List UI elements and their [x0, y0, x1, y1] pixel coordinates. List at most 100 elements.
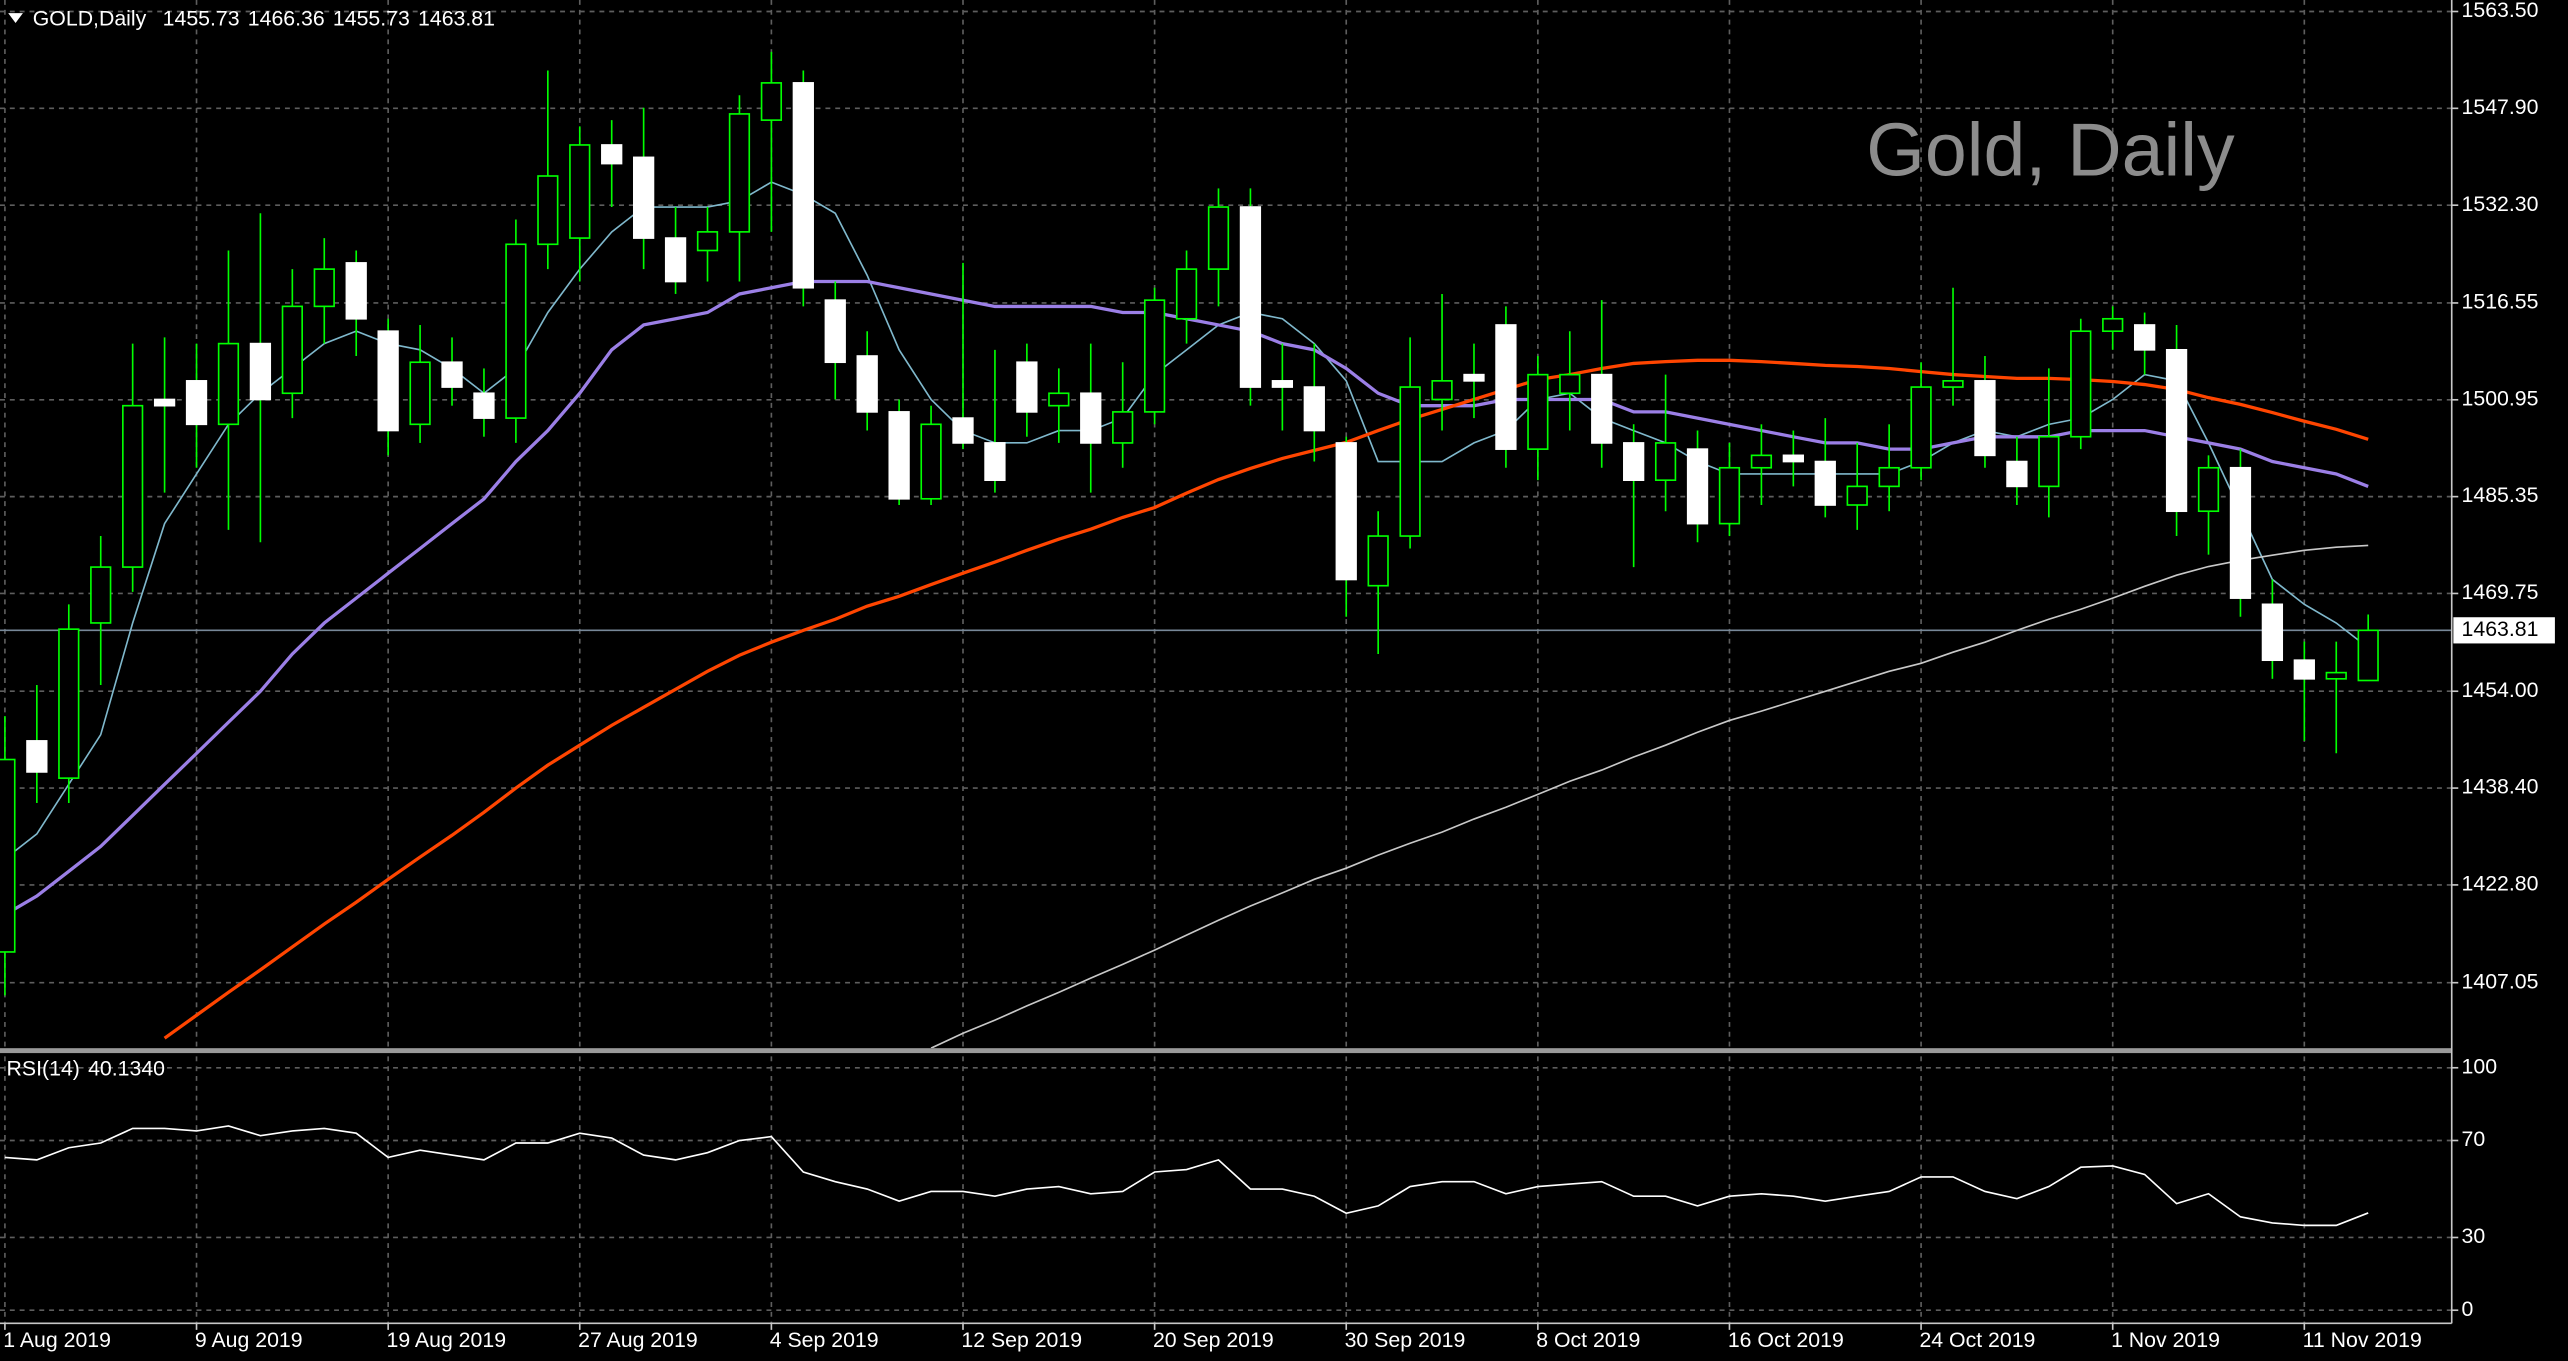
candle-body	[601, 144, 623, 165]
candle-body	[0, 758, 16, 953]
x-tick-label: 24 Oct 2019	[1919, 1328, 2035, 1352]
candle-body	[249, 342, 272, 401]
header-open: 1455.73	[163, 6, 240, 30]
candle-body	[1654, 442, 1677, 481]
candle-body	[1080, 392, 1102, 444]
y-tick-label: 1469.75	[2462, 580, 2539, 604]
pane-separator	[0, 1048, 2452, 1054]
symbol-menu[interactable]	[8, 13, 23, 23]
candle-body	[537, 175, 559, 246]
candle-body	[2038, 435, 2060, 488]
candle-body	[1846, 485, 1868, 506]
candle-body	[2325, 671, 2347, 680]
candle-body	[473, 392, 495, 419]
candle-body	[1239, 206, 1262, 388]
candle-body	[377, 330, 399, 432]
header-high: 1466.36	[248, 6, 325, 30]
candle-body	[409, 361, 431, 426]
y-tick-label: 1407.05	[2462, 969, 2539, 993]
candle-body	[122, 404, 144, 568]
rsi-pane	[4, 1125, 2369, 1227]
y-tick-label: 1532.30	[2462, 192, 2539, 216]
x-tick-label: 19 Aug 2019	[387, 1328, 507, 1352]
candle-body	[185, 380, 208, 426]
candle-body	[1750, 454, 1773, 469]
header-low: 1455.73	[333, 6, 410, 30]
candle-body	[632, 156, 655, 239]
candle-body	[1718, 466, 1741, 525]
candle-body	[58, 628, 80, 779]
x-tick-label: 20 Sep 2019	[1153, 1328, 1274, 1352]
candle-body	[90, 566, 112, 624]
x-tick-label: 8 Oct 2019	[1536, 1328, 1640, 1352]
candle-body	[2293, 659, 2315, 680]
candle-body	[952, 417, 974, 444]
candle-body	[569, 144, 591, 239]
x-tick-label: 4 Sep 2019	[770, 1328, 879, 1352]
symbol: GOLD,Daily	[33, 6, 147, 30]
candle-body	[984, 442, 1006, 481]
candle-body	[1974, 380, 1996, 457]
y-tick-label: 70	[2462, 1127, 2486, 1151]
candle-body	[1495, 324, 1517, 450]
candle-body	[696, 231, 719, 252]
candle-body	[1112, 411, 1134, 444]
y-tick-label: 1454.00	[2462, 678, 2539, 702]
rsi-line	[4, 1125, 2369, 1227]
candle-body	[441, 361, 463, 388]
candle-body	[505, 243, 527, 419]
y-tick-label: 1500.95	[2462, 386, 2539, 410]
header-close: 1463.81	[418, 6, 495, 30]
x-tick-label: 30 Sep 2019	[1345, 1328, 1466, 1352]
candle-body	[1431, 380, 1453, 401]
candle-body	[2357, 629, 2379, 682]
candle-body	[792, 82, 814, 289]
rsi-name: RSI(14)	[7, 1056, 80, 1080]
candle-body	[153, 398, 176, 407]
current-price-label: 1463.81	[2462, 617, 2539, 641]
candle-body	[760, 82, 783, 121]
candle-body	[1527, 373, 1549, 450]
candle-body	[1143, 299, 1166, 413]
price-pane	[0, 51, 2452, 1049]
candle-body	[281, 305, 303, 395]
candle-body	[2165, 348, 2188, 513]
candle-body	[2102, 317, 2124, 333]
candle-body	[1910, 386, 1932, 469]
chart-header: GOLD,Daily 1455.73 1466.36 1455.73 1463.81	[33, 6, 495, 30]
moving-average	[163, 358, 2369, 1040]
rsi-header: RSI(14) 40.1340	[7, 1056, 165, 1080]
candle-body	[1623, 442, 1645, 481]
watermark: Gold, Daily	[1866, 108, 2235, 192]
candle-body	[26, 740, 48, 773]
candle-body	[1016, 361, 1038, 413]
candle-body	[2261, 603, 2284, 662]
y-tick-label: 1485.35	[2462, 483, 2539, 507]
y-tick-label: 1422.80	[2462, 872, 2539, 896]
candle-body	[2133, 324, 2156, 351]
current-price-box	[2453, 617, 2555, 644]
x-tick-label: 12 Sep 2019	[961, 1328, 1082, 1352]
x-tick-label: 11 Nov 2019	[2303, 1328, 2422, 1352]
candle-body	[888, 411, 910, 500]
candle-body	[1463, 373, 1485, 382]
x-tick-label: 9 Aug 2019	[195, 1328, 303, 1352]
candle-body	[856, 355, 878, 413]
x-tick-label: 1 Aug 2019	[3, 1328, 111, 1352]
candle-body	[1878, 466, 1900, 488]
candle-body	[1686, 448, 1709, 525]
y-tick-label: 100	[2462, 1054, 2498, 1078]
candle-body	[664, 237, 687, 283]
candle-body	[313, 268, 335, 308]
candle-body	[920, 423, 942, 500]
y-tick-label: 1516.55	[2462, 290, 2539, 314]
candle-body	[1591, 373, 1613, 444]
candle-body	[2197, 466, 2220, 513]
candle-body	[728, 113, 751, 233]
candle-body	[1367, 535, 1389, 587]
y-tick-label: 1563.50	[2462, 0, 2539, 22]
candle-body	[2006, 460, 2028, 488]
